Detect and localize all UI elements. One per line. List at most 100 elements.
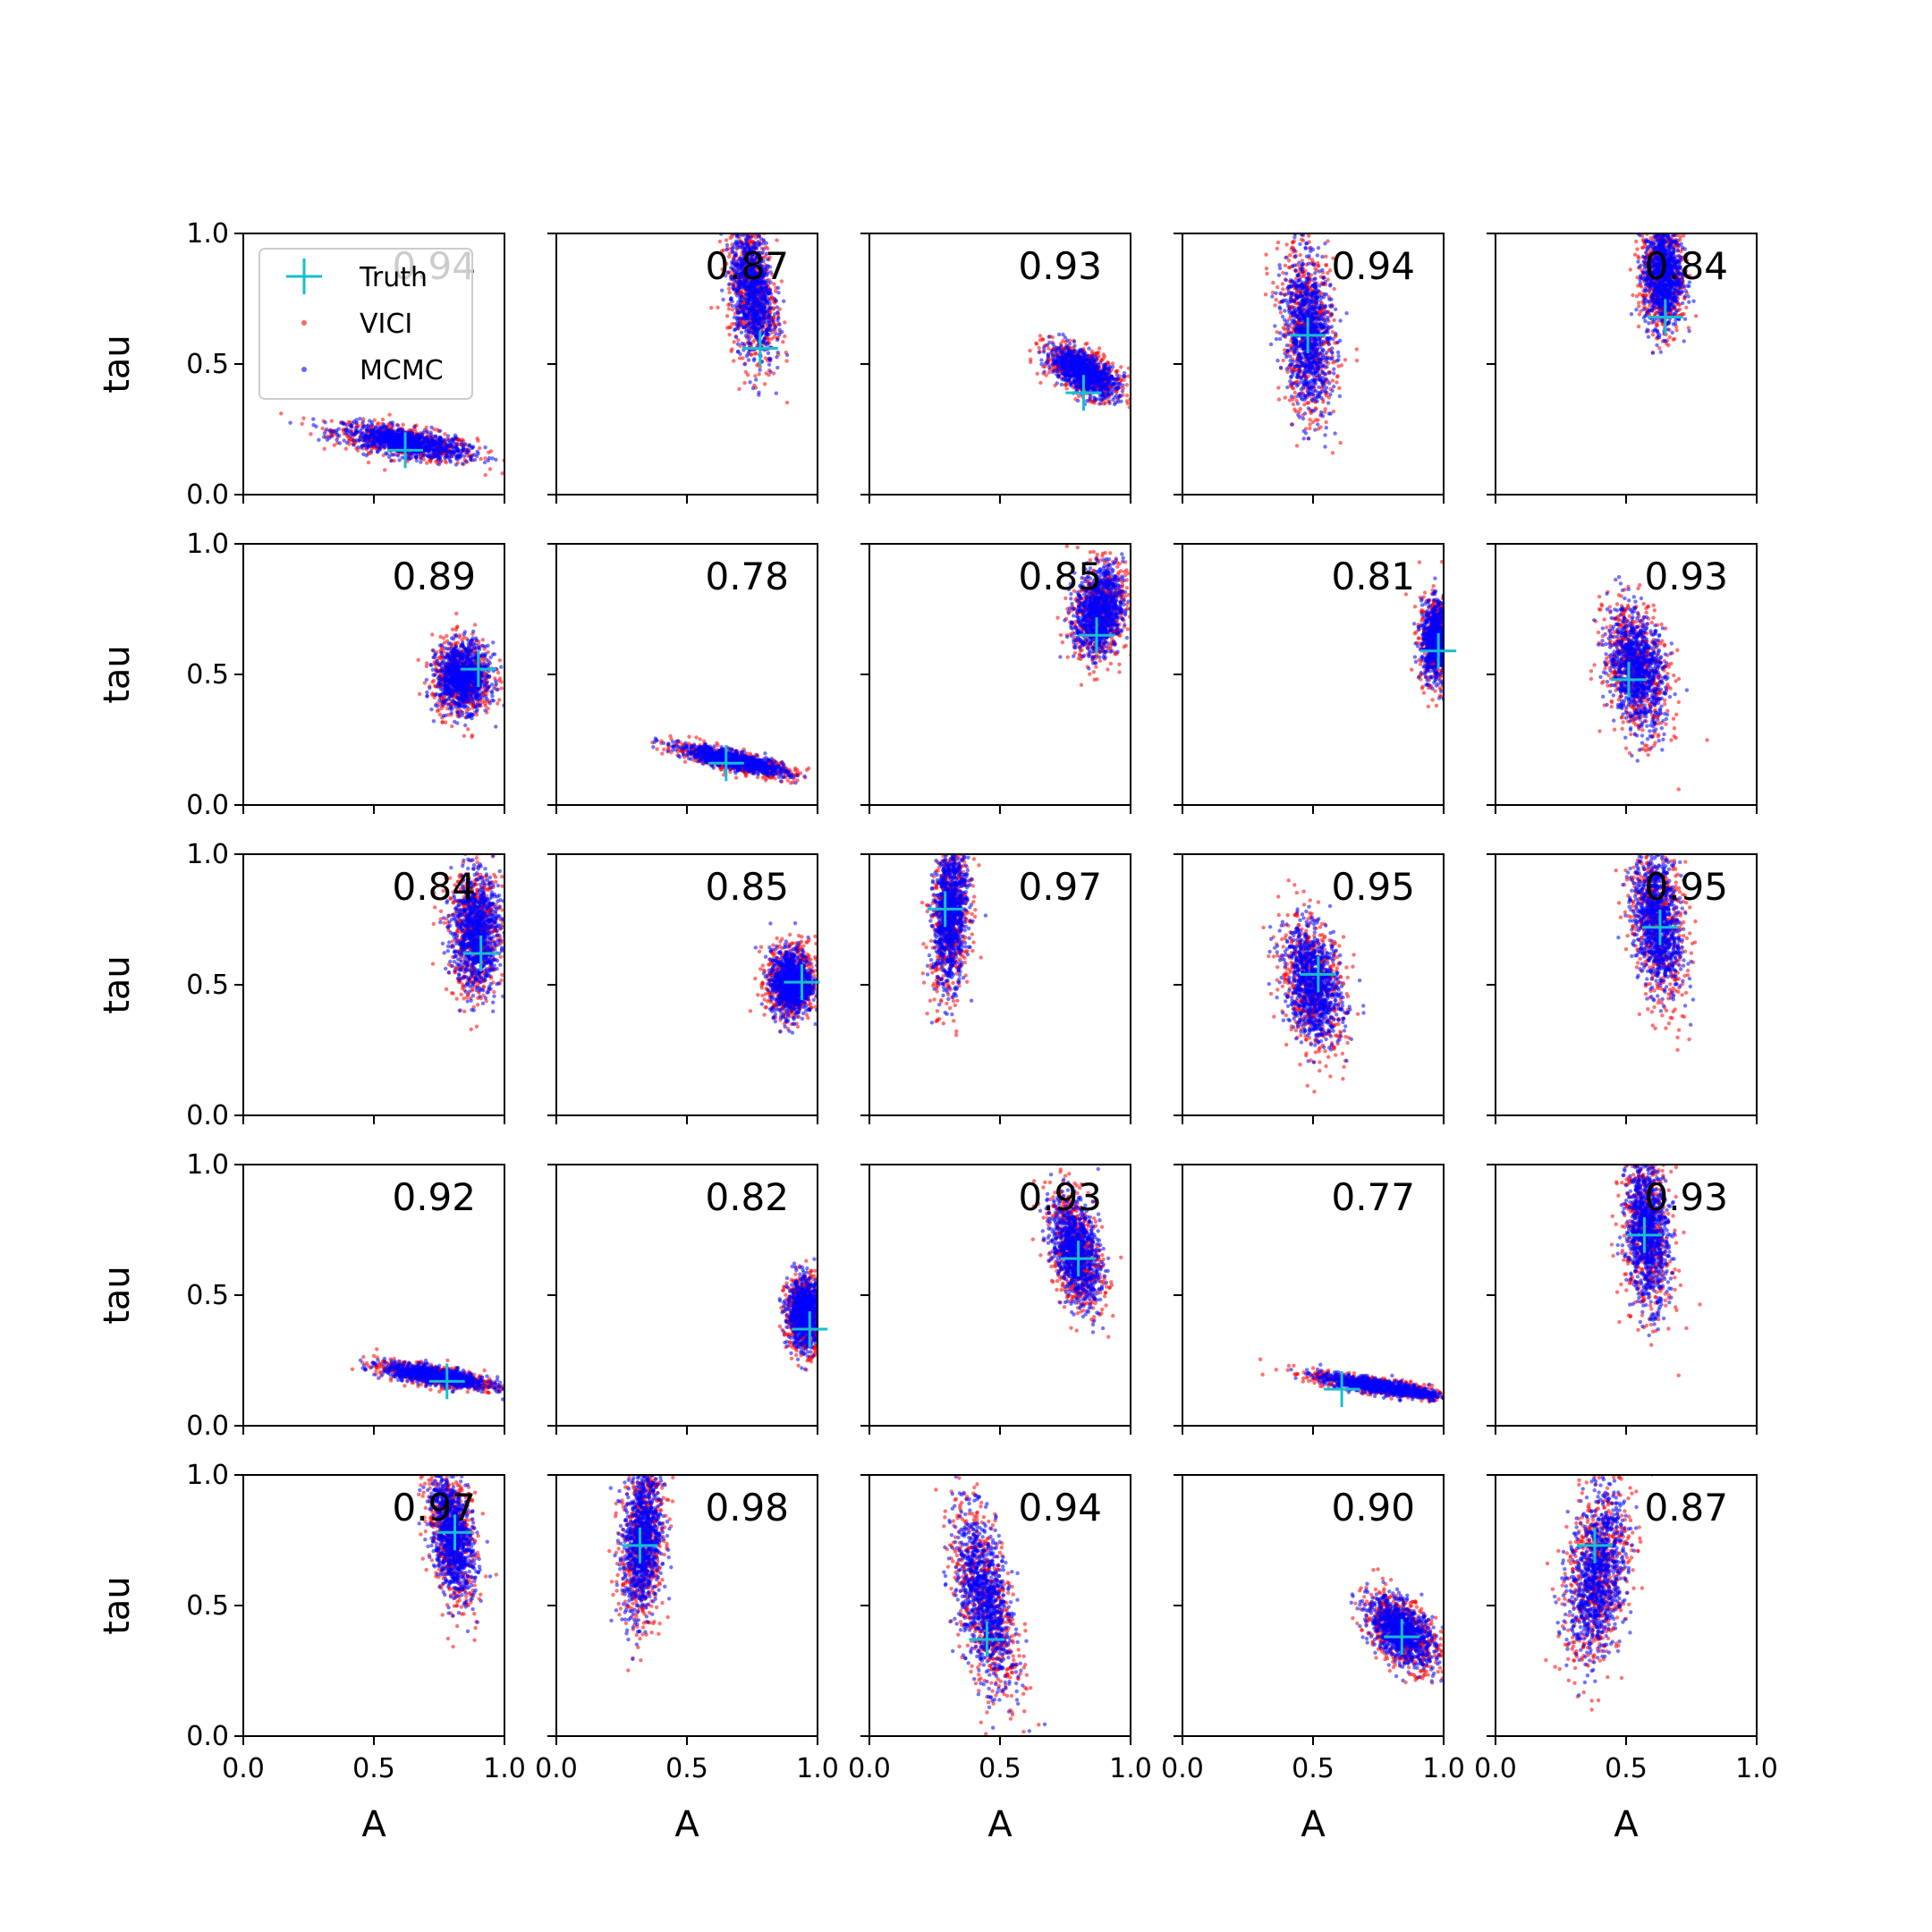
sample-point [742, 362, 747, 367]
sample-point [1106, 360, 1110, 365]
sample-point [1308, 422, 1312, 427]
sample-point [767, 265, 773, 269]
sample-point [1324, 254, 1328, 258]
sample-point [762, 305, 767, 310]
sample-point [385, 434, 389, 438]
sample-point [1270, 290, 1275, 295]
sample-point [494, 457, 498, 462]
sample-point [362, 443, 367, 448]
sample-point [760, 286, 765, 291]
sample-point [407, 451, 411, 455]
sample-point [774, 299, 778, 303]
sample-point [743, 268, 748, 273]
sample-point [311, 423, 316, 428]
sample-point [1102, 369, 1106, 374]
sample-point [483, 456, 487, 461]
sample-point [748, 380, 752, 385]
sample-point [761, 258, 766, 264]
sample-point [765, 273, 769, 278]
sample-point [1044, 373, 1048, 377]
sample-point [420, 440, 425, 445]
sample-point [709, 305, 714, 310]
sample-point [1058, 348, 1063, 352]
y-axis-label: tau [97, 335, 138, 394]
mcmc-samples [719, 226, 790, 397]
sample-point [733, 335, 739, 340]
sample-point [424, 430, 429, 435]
sample-point [752, 357, 757, 361]
sample-point [753, 327, 758, 332]
sample-point [1316, 427, 1321, 431]
sample-point [747, 321, 752, 326]
sample-point [458, 453, 462, 458]
sample-point [734, 228, 738, 232]
sample-point [1124, 383, 1130, 387]
sample-point [1302, 402, 1307, 407]
sample-point [724, 274, 728, 278]
sample-point [436, 462, 442, 467]
sample-point [1120, 389, 1125, 394]
sample-point [1083, 351, 1088, 355]
sample-point [743, 334, 749, 338]
sample-point [767, 357, 773, 361]
sample-point [744, 257, 750, 261]
sample-point [1343, 358, 1348, 362]
sample-point [443, 459, 447, 463]
sample-point [758, 291, 762, 295]
sample-point [360, 419, 366, 424]
sample-point [1111, 397, 1115, 402]
sample-point [1109, 392, 1114, 397]
sample-point [728, 325, 733, 330]
sample-point [730, 259, 734, 265]
sample-point [1124, 394, 1130, 398]
sample-point [429, 425, 434, 430]
sample-point [1114, 369, 1119, 374]
sample-point [1290, 240, 1295, 245]
sample-point [322, 435, 326, 439]
sample-point [771, 327, 775, 332]
sample-point [369, 449, 374, 453]
sample-point [750, 227, 753, 231]
sample-point [1085, 341, 1089, 346]
sample-point [453, 445, 459, 449]
sample-point [447, 458, 453, 462]
sample-point [1092, 367, 1097, 371]
sample-point [1116, 386, 1121, 390]
sample-point [1064, 353, 1069, 359]
sample-point [325, 427, 329, 432]
sample-point [1060, 352, 1064, 356]
sample-point [372, 435, 377, 439]
sample-point [1047, 340, 1052, 345]
sample-point [414, 441, 419, 445]
sample-point [1076, 376, 1080, 380]
sample-point [414, 433, 419, 437]
sample-point [750, 284, 754, 288]
sample-point [389, 459, 394, 463]
sample-point [1069, 382, 1073, 386]
sample-point [1300, 258, 1305, 263]
sample-point [1063, 335, 1068, 340]
sample-point [1088, 369, 1092, 374]
sample-point [342, 422, 346, 427]
sample-point [352, 443, 356, 447]
sample-point [772, 335, 776, 339]
sample-point [736, 226, 740, 230]
sample-point [1316, 263, 1320, 268]
sample-point [342, 438, 346, 443]
sample-point [360, 424, 366, 429]
sample-point [720, 272, 725, 276]
sample-point [380, 417, 386, 422]
sample-point [1294, 398, 1299, 403]
sample-point [1085, 399, 1089, 403]
sample-point [729, 276, 733, 282]
overlap-value: 0.87 [705, 244, 789, 288]
sample-point [453, 455, 459, 460]
sample-point [726, 254, 732, 259]
sample-point [1301, 238, 1306, 243]
sample-point [1046, 355, 1050, 360]
sample-point [369, 430, 374, 435]
panel-samples [1028, 332, 1131, 410]
sample-point [754, 284, 758, 289]
sample-point [719, 249, 724, 253]
sample-point [410, 450, 415, 455]
